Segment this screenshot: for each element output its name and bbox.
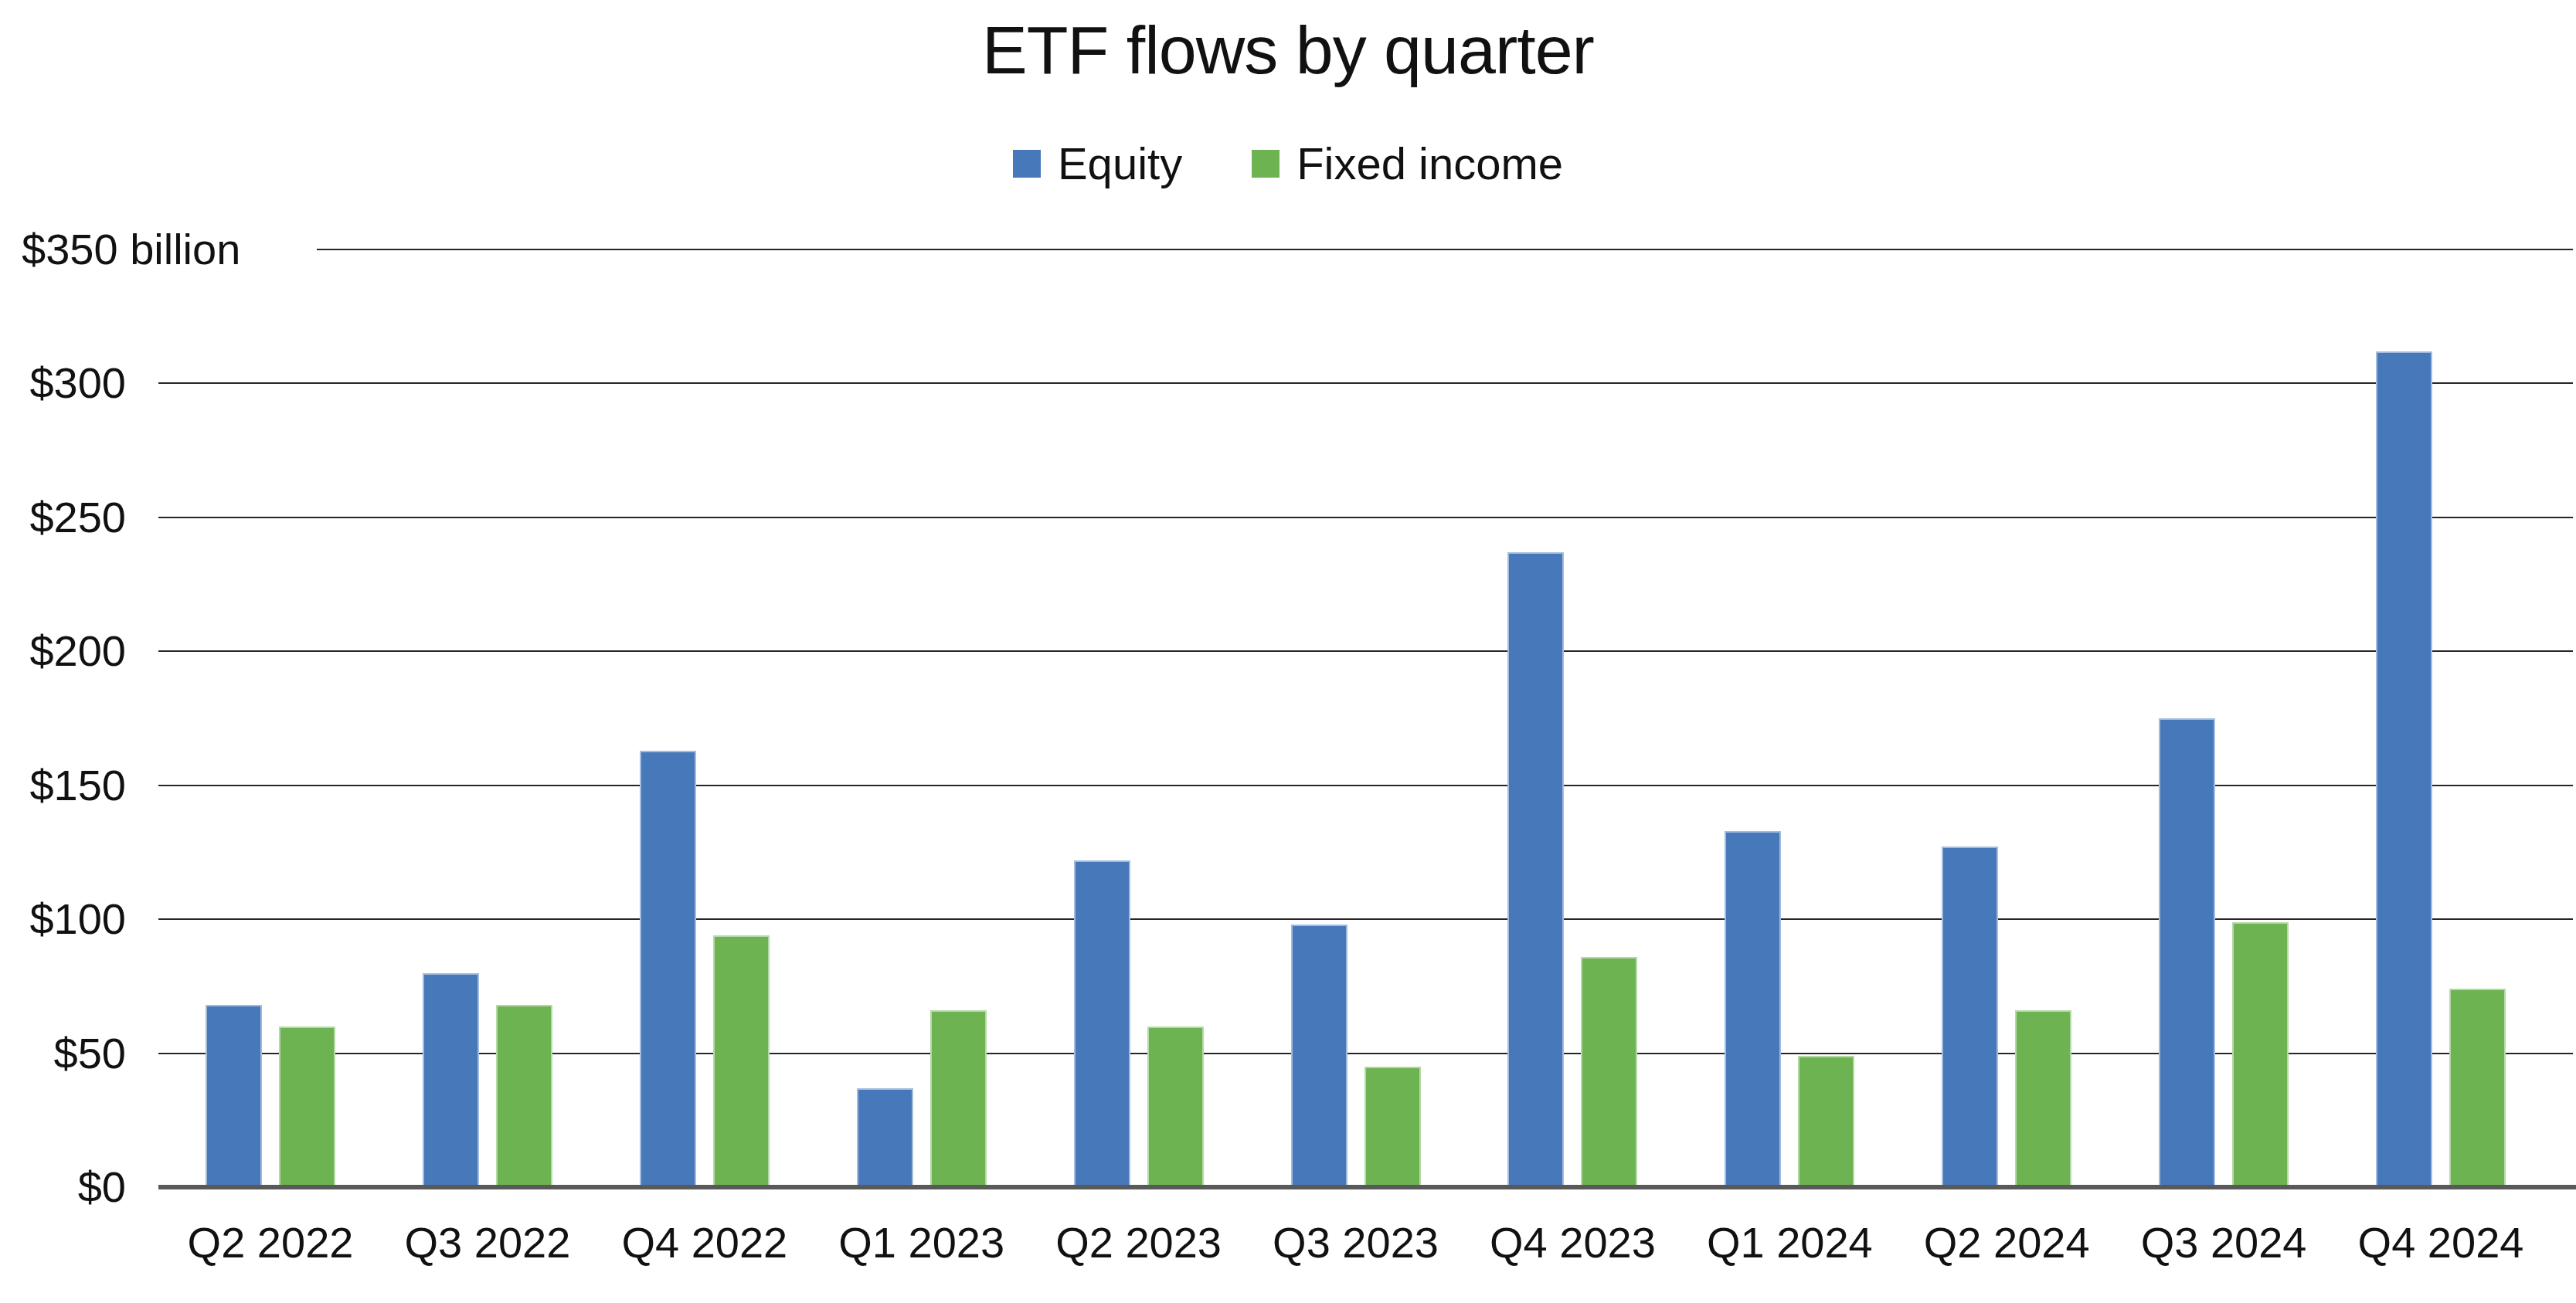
x-axis-line [158,1185,2576,1189]
legend: Equity Fixed income [0,137,2576,189]
bar-equity-q1-2023 [857,1088,913,1187]
bar-equity-q4-2022 [640,751,696,1187]
bar-fixed-income-q4-2022 [713,935,770,1187]
bar-fixed-income-q4-2024 [2449,989,2506,1187]
gridline-200 [158,650,2573,652]
gridline-350 [317,249,2573,250]
gridline-250 [158,517,2573,518]
y-axis-label-150: $150 [0,760,126,811]
bar-equity-q3-2023 [1291,925,1347,1187]
fixed-income-swatch-icon [1252,150,1280,178]
bar-fixed-income-q3-2024 [2232,922,2289,1187]
y-axis-label-350: $350 billion [22,224,240,275]
bar-equity-q4-2024 [2376,351,2432,1187]
bar-fixed-income-q3-2023 [1364,1067,1421,1187]
bar-fixed-income-q1-2024 [1798,1056,1854,1187]
bar-fixed-income-q4-2023 [1581,957,1637,1187]
bar-fixed-income-q2-2024 [2015,1010,2071,1187]
legend-label-equity: Equity [1058,137,1182,189]
bar-equity-q2-2024 [1942,847,1998,1187]
y-axis-label-200: $200 [0,626,126,677]
bar-equity-q1-2024 [1725,831,1781,1187]
legend-item-equity: Equity [1013,137,1182,189]
bar-equity-q2-2023 [1074,860,1130,1187]
bar-equity-q3-2024 [2159,718,2215,1187]
y-axis-label-300: $300 [0,358,126,409]
bar-equity-q3-2022 [423,973,479,1187]
y-axis-label-100: $100 [0,894,126,945]
legend-item-fixed-income: Fixed income [1252,137,1563,189]
bar-fixed-income-q2-2023 [1147,1026,1204,1187]
bar-fixed-income-q1-2023 [930,1010,987,1187]
x-axis-label-q4-2024: Q4 2024 [2279,1217,2576,1267]
y-axis-label-50: $50 [0,1028,126,1079]
bar-fixed-income-q2-2022 [279,1026,335,1187]
legend-label-fixed-income: Fixed income [1296,137,1563,189]
gridline-300 [158,382,2573,384]
equity-swatch-icon [1013,150,1041,178]
bar-equity-q4-2023 [1507,552,1564,1187]
chart-title: ETF flows by quarter [0,11,2576,90]
y-axis-label-0: $0 [0,1162,126,1213]
plot-area: $0$50$100$150$200$250$300$350 billionQ2 … [0,0,2576,1303]
etf-flows-chart: ETF flows by quarter Equity Fixed income… [0,0,2576,1303]
bar-equity-q2-2022 [206,1005,262,1187]
bar-fixed-income-q3-2022 [496,1005,552,1187]
y-axis-label-250: $250 [0,492,126,543]
